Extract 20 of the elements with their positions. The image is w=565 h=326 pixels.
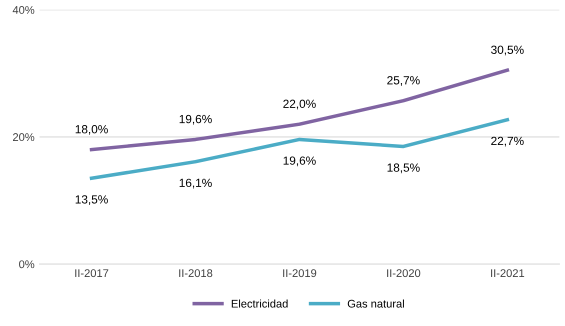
legend-label: Gas natural [348, 299, 404, 308]
data-label: 19,6% [180, 114, 212, 125]
data-label: 25,7% [387, 76, 420, 86]
y-tick-label: 0% [19, 260, 34, 268]
data-label: 18,0% [76, 125, 108, 135]
data-label: 16,1% [180, 178, 212, 188]
x-tick-label: II-2017 [75, 269, 108, 278]
data-label: 30,5% [491, 46, 524, 56]
data-label: 22,7% [491, 136, 524, 146]
y-tick-label: 20% [13, 133, 34, 142]
x-tick-label: II-2021 [491, 269, 524, 278]
data-label: 22,0% [283, 100, 316, 110]
y-tick-label: 40% [12, 6, 34, 14]
x-tick-label: II-2020 [387, 269, 420, 278]
data-label: 19,6% [284, 156, 316, 166]
legend-label: Electricidad [232, 299, 288, 308]
x-tick-label: II-2019 [283, 269, 316, 278]
data-label: 13,5% [76, 195, 108, 205]
x-tick-label: II-2018 [179, 269, 212, 278]
data-label: 18,5% [388, 163, 420, 174]
